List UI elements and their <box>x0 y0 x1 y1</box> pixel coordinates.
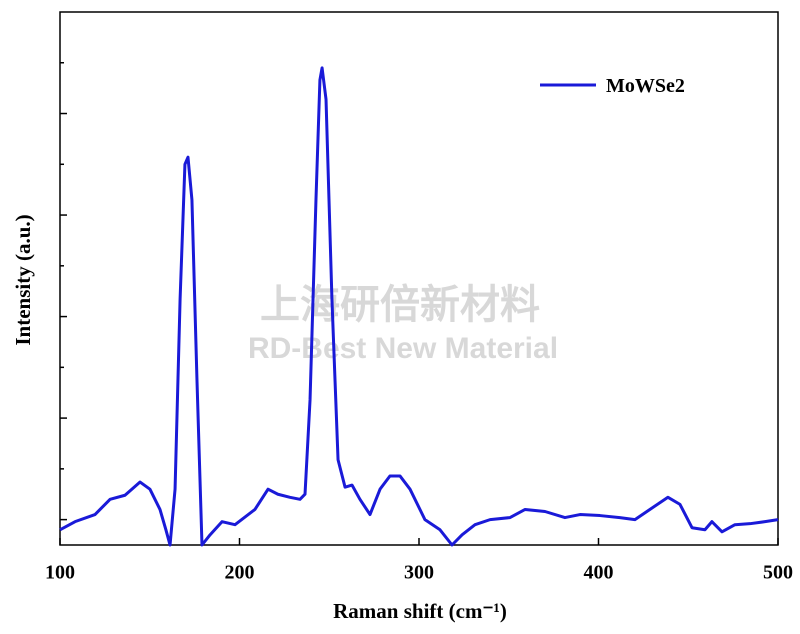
x-tick-label: 400 <box>584 562 614 584</box>
legend-label: MoWSe2 <box>606 75 685 97</box>
series-line <box>59 66 779 547</box>
x-axis-label: Raman shift (cm⁻¹) <box>333 599 507 623</box>
x-tick-label: 300 <box>404 562 434 584</box>
x-tick-label: 500 <box>763 562 793 584</box>
watermark: RD-Best New Material <box>248 332 558 365</box>
x-tick-label: 200 <box>225 562 255 584</box>
x-tick-label: 100 <box>45 562 75 584</box>
watermark: 上海研倍新材料 <box>260 282 540 328</box>
y-axis-label: Intensity (a.u.) <box>11 214 35 345</box>
